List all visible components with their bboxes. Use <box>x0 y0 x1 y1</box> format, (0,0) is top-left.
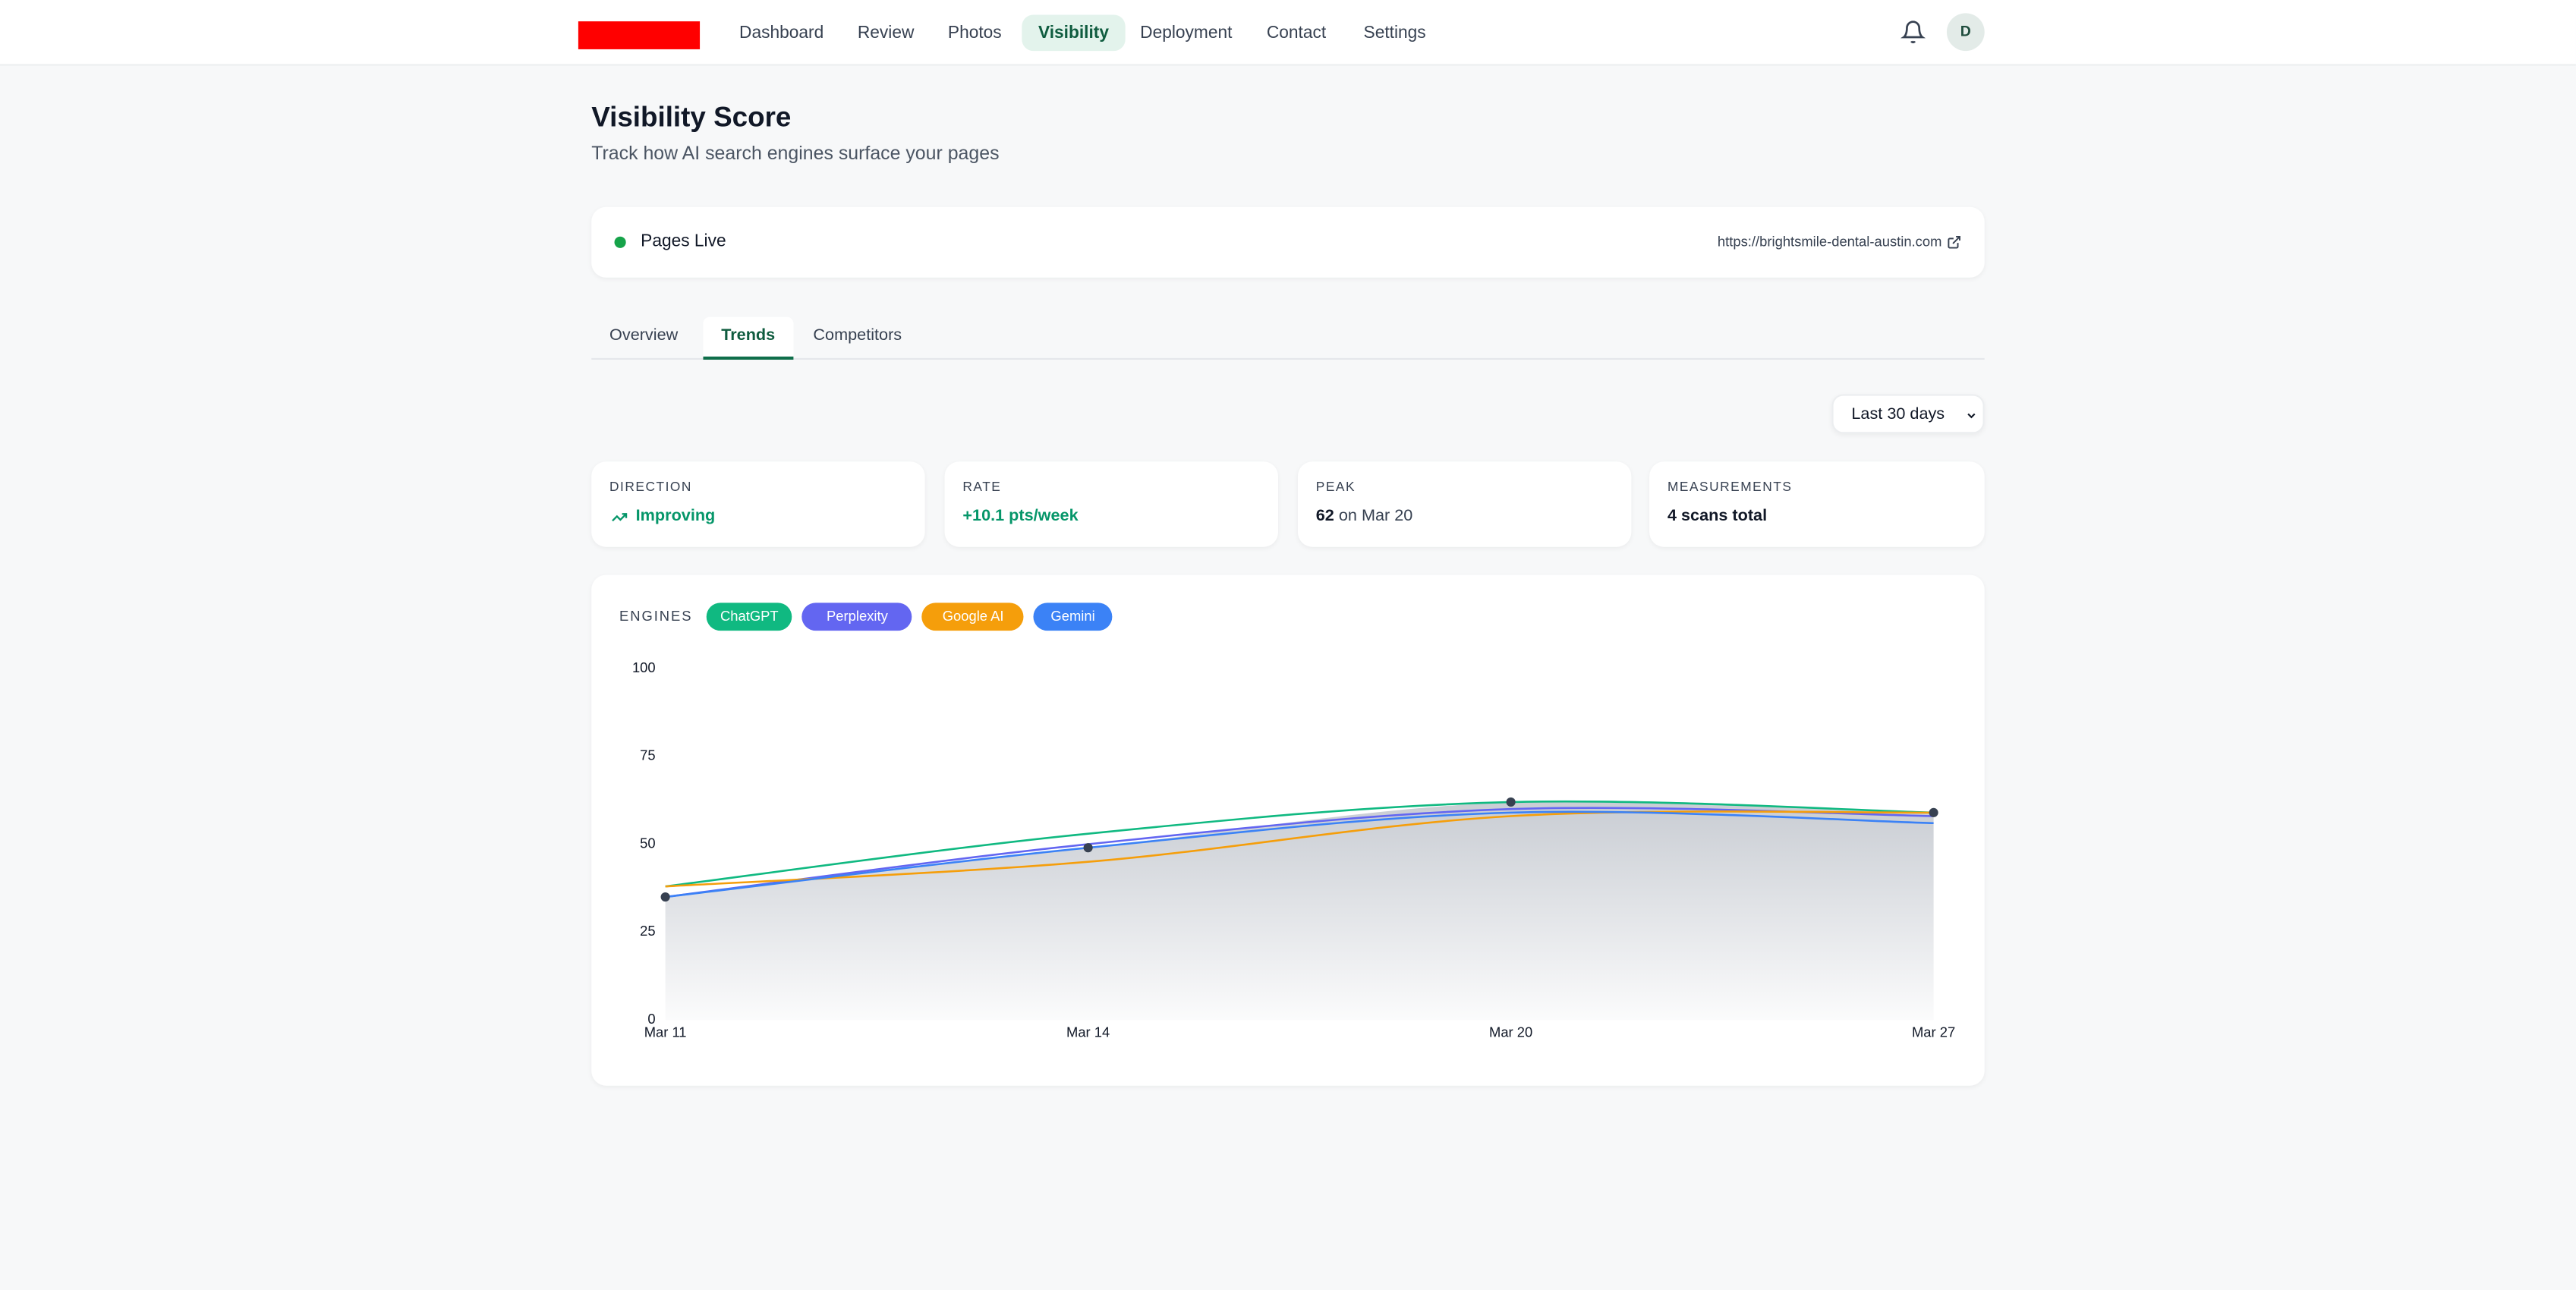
range-select[interactable]: Last 30 days <box>1831 394 1985 434</box>
status-card: Pages Live https://brightsmile-dental-au… <box>591 206 1985 278</box>
stat-value: 4 scans total <box>1667 507 1768 526</box>
x-tick-label: Mar 27 <box>1912 1024 1955 1040</box>
legend-title: ENGINES <box>619 607 693 625</box>
page-subtitle: Track how AI search engines surface your… <box>591 144 1000 165</box>
legend-pill[interactable]: Google AI <box>921 603 1025 631</box>
stat-label: RATE <box>962 480 1002 495</box>
stat-label: DIRECTION <box>609 480 692 495</box>
range-label: Last 30 days <box>1851 405 1945 424</box>
tab[interactable]: Competitors <box>813 326 902 345</box>
overall-area <box>665 801 1934 1021</box>
chart-card: ENGINES 0 25 50 75 100 Mar 11 Mar 14 Mar 20 Mar … <box>591 574 1985 1086</box>
y-tick-label: 0 <box>647 1011 655 1027</box>
x-tick-label: Mar 11 <box>644 1024 687 1040</box>
status-label: Pages Live <box>641 231 726 252</box>
y-tick-label: 75 <box>640 747 655 763</box>
page-title: Visibility Score <box>591 102 792 134</box>
y-tick-label: 25 <box>640 923 655 939</box>
nav-item[interactable]: Review <box>857 23 915 43</box>
nav-item[interactable]: Dashboard <box>739 23 824 43</box>
engine-line <box>665 810 1934 888</box>
bell-icon[interactable] <box>1901 20 1926 44</box>
overall-point <box>660 892 670 902</box>
stat-value: +10.1 pts/week <box>962 507 1079 526</box>
legend-pill[interactable]: Perplexity <box>801 603 912 631</box>
stat-card: MEASUREMENTS 4 scans total <box>1649 461 1985 547</box>
stat-value: 62 on Mar 20 <box>1316 508 1413 526</box>
trend-icon <box>612 513 628 522</box>
nav-item[interactable]: Deployment <box>1140 23 1233 43</box>
stat-card: RATE +10.1 pts/week <box>944 461 1278 547</box>
overall-point <box>1929 807 1938 817</box>
tab[interactable]: Overview <box>609 326 679 345</box>
x-tick-label: Mar 14 <box>1066 1024 1110 1040</box>
stat-label: PEAK <box>1315 480 1356 495</box>
chart: 0 25 50 75 100 Mar 11 Mar 14 Mar 20 Mar 27 <box>632 659 1955 1040</box>
external-link-icon[interactable] <box>1947 235 1961 250</box>
logo[interactable] <box>578 21 701 49</box>
tab-divider <box>591 357 1985 360</box>
stat-card: DIRECTION Improving <box>591 461 925 547</box>
nav-item[interactable]: Contact <box>1266 23 1327 43</box>
avatar[interactable]: D <box>1946 13 1985 52</box>
peak-value: 62 <box>1315 507 1334 526</box>
y-tick-label: 50 <box>640 835 655 851</box>
legend-pill[interactable]: Gemini <box>1034 603 1112 631</box>
stat-value: Improving <box>635 507 716 526</box>
overall-point <box>1083 843 1093 853</box>
engine-line <box>665 810 1934 898</box>
stat-card: PEAK 62 on Mar 20 <box>1297 461 1632 547</box>
nav-item[interactable]: Visibility <box>1022 14 1126 52</box>
nav-item[interactable]: Settings <box>1363 23 1426 43</box>
peak-note: on Mar 20 <box>1338 507 1413 526</box>
nav-item[interactable]: Photos <box>947 23 1002 43</box>
overall-point <box>1506 797 1516 807</box>
engine-line <box>665 800 1934 888</box>
tab[interactable]: Trends <box>703 316 794 360</box>
engine-line <box>665 807 1934 898</box>
x-tick-label: Mar 20 <box>1489 1024 1532 1040</box>
site-url[interactable]: https://brightsmile-dental-austin.com <box>1717 233 1942 250</box>
stat-label: MEASUREMENTS <box>1667 480 1793 495</box>
chevron-icon <box>1967 413 1976 419</box>
top-nav: Dashboard Review Photos Visibility Deplo… <box>0 0 2576 66</box>
legend-pill[interactable]: ChatGPT <box>706 603 792 631</box>
status-dot <box>614 236 626 248</box>
y-tick-label: 100 <box>632 659 656 675</box>
